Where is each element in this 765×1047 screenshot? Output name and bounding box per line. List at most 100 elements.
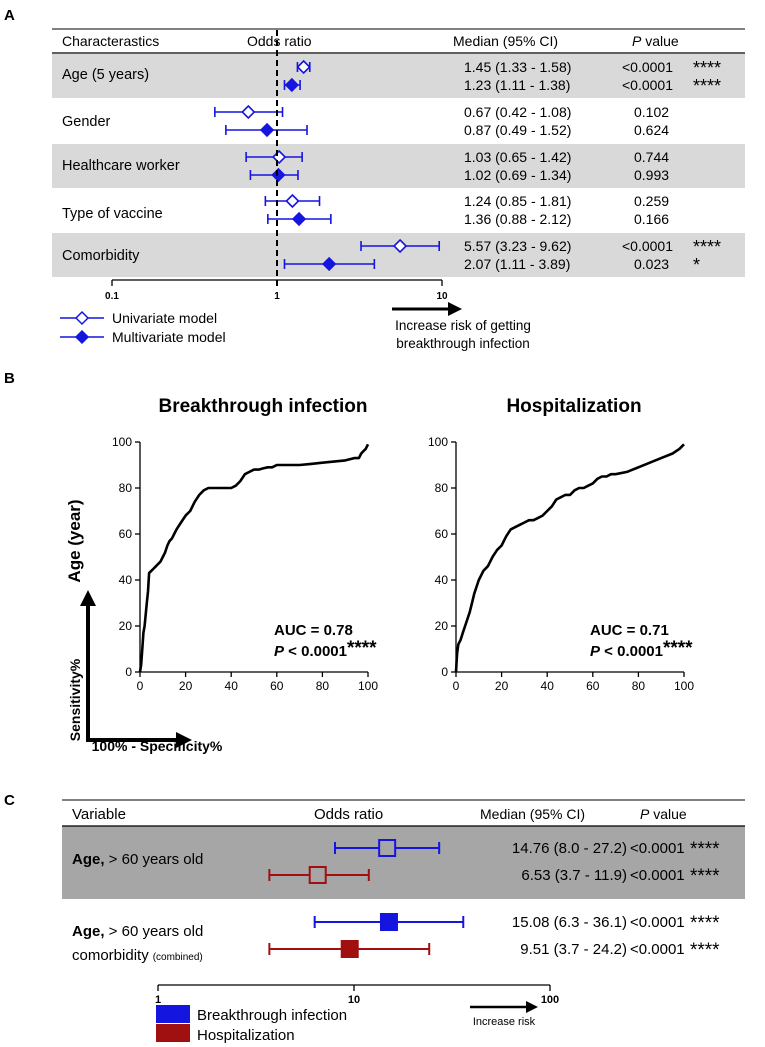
row-shade-age-c <box>62 826 745 899</box>
y-tick-label: 100 <box>428 435 448 449</box>
header-odds-ratio-c: Odds ratio <box>314 806 383 823</box>
header-p-value: P value <box>632 33 679 49</box>
x-tick-label: 80 <box>632 679 646 693</box>
significance-stars: **** <box>690 866 720 887</box>
panel-label-b: B <box>4 370 15 387</box>
filled-square-marker <box>379 913 398 931</box>
pvalue-hospitalization: P < 0.0001**** <box>590 638 693 660</box>
p-value-multivariate: 0.023 <box>634 256 669 272</box>
header-p-value-c: P value <box>640 806 687 822</box>
significance-stars: **** <box>690 940 720 961</box>
significance-stars: **** <box>690 913 720 934</box>
y-tick-label: 60 <box>435 527 449 541</box>
legend-swatch-hospitalization <box>156 1024 190 1042</box>
legend-hospitalization-label: Hospitalization <box>197 1027 295 1044</box>
open-diamond-marker <box>392 238 408 254</box>
p-value: <0.0001 <box>630 840 685 857</box>
auc-breakthrough: AUC = 0.78 <box>274 622 353 639</box>
arrow-label-c: Increase risk <box>473 1016 536 1028</box>
y-axis-title-age: Age (year) <box>65 499 84 582</box>
header-median-c: Median (95% CI) <box>480 806 585 822</box>
p-value-univariate: <0.0001 <box>622 59 673 75</box>
roc-chart-hospitalization: 00 20 20 40 40 60 60 80 80 100 100 <box>428 435 694 693</box>
open-diamond-marker <box>241 104 256 120</box>
legend-filled-diamond-icon <box>74 329 90 345</box>
row-label-age: Age, > 60 years old <box>72 851 203 868</box>
forest-rows-a: Age (5 years) 1.45 (1.33 - 1.58) 1.23 (1.1… <box>62 58 721 275</box>
increase-risk-arrow-icon <box>448 302 462 316</box>
y-tick-label: 80 <box>435 481 449 495</box>
x-ticks-c: 1 10 100 <box>155 985 559 1006</box>
panel-c: C Variable Odds ratio Median (95% CI) P … <box>4 792 745 1044</box>
x-tick-label: 0 <box>453 679 460 693</box>
p-value-multivariate: 0.624 <box>634 122 669 138</box>
median-ci: 15.08 (6.3 - 36.1) <box>512 914 627 931</box>
median-ci-univariate: 0.67 (0.42 - 1.08) <box>464 104 571 120</box>
x-ticks-a: 0.1 1 10 <box>105 280 448 302</box>
roc-title-hospitalization: Hospitalization <box>506 396 641 417</box>
p-value-univariate: <0.0001 <box>622 238 673 254</box>
auc-hospitalization: AUC = 0.71 <box>590 622 669 639</box>
open-diamond-marker <box>296 59 311 75</box>
p-value-multivariate: <0.0001 <box>622 77 673 93</box>
arrow-label-line2: breakthrough infection <box>396 336 530 351</box>
specificity-arrow-icon <box>176 732 192 748</box>
median-ci-univariate: 1.24 (0.85 - 1.81) <box>464 193 571 209</box>
row-label: Healthcare worker <box>62 158 180 174</box>
panel-label-c: C <box>4 792 15 809</box>
roc-chart-breakthrough: 00 20 20 40 40 60 60 80 80 100 100 <box>112 435 378 693</box>
filled-diamond-marker <box>271 167 286 183</box>
panel-b: B Breakthrough infection Hospitalization… <box>4 370 694 754</box>
p-value: <0.0001 <box>630 914 685 931</box>
legend-swatch-breakthrough <box>156 1005 190 1023</box>
median-ci-multivariate: 1.02 (0.69 - 1.34) <box>464 167 571 183</box>
x-tick-label: 60 <box>270 679 284 693</box>
panel-a: A Characterastics Odds ratio Median (95%… <box>4 7 745 351</box>
median-ci-univariate: 1.45 (1.33 - 1.58) <box>464 59 571 75</box>
x-tick-label: 40 <box>225 679 239 693</box>
p-value: <0.0001 <box>630 867 685 884</box>
row-label: Type of vaccine <box>62 206 163 222</box>
y-tick-label: 40 <box>435 573 449 587</box>
y-tick-label: 20 <box>119 619 133 633</box>
open-diamond-marker <box>271 149 287 165</box>
x-tick-label: 100 <box>674 679 694 693</box>
y-tick-label: 20 <box>435 619 449 633</box>
filled-diamond-marker <box>322 256 337 272</box>
significance-stars: **** <box>693 58 721 78</box>
median-ci-multivariate: 0.87 (0.49 - 1.52) <box>464 122 571 138</box>
x-tick-label: 1 <box>274 291 280 302</box>
median-ci-multivariate: 1.36 (0.88 - 2.12) <box>464 211 571 227</box>
header-variable: Variable <box>72 806 126 823</box>
median-ci-multivariate: 1.23 (1.11 - 1.38) <box>464 77 570 93</box>
x-tick-label: 100 <box>358 679 378 693</box>
p-value: <0.0001 <box>630 941 685 958</box>
header-median: Median (95% CI) <box>453 33 558 49</box>
significance-stars: **** <box>693 76 721 96</box>
row-shade-healthcare <box>52 144 745 188</box>
pvalue-breakthrough: P < 0.0001**** <box>274 638 377 660</box>
median-ci-univariate: 5.57 (3.23 - 9.62) <box>464 238 571 254</box>
forest-rows-c: 14.76 (8.0 - 27.2) <0.0001 ****6.53 (3.7 -… <box>268 839 720 961</box>
significance-stars: * <box>693 255 700 275</box>
significance-stars: **** <box>690 839 720 860</box>
open-square-marker <box>308 866 327 884</box>
row-label: Comorbidity <box>62 248 140 264</box>
header-odds-ratio: Odds ratio <box>247 33 312 49</box>
p-value-univariate: 0.259 <box>634 193 669 209</box>
y-tick-label: 0 <box>125 665 132 679</box>
x-tick-label: 10 <box>436 291 448 302</box>
row-label: Gender <box>62 114 111 130</box>
filled-diamond-marker <box>259 122 275 138</box>
row-label-comorbidity: comorbidity (combined) <box>72 947 203 964</box>
row-shade-age <box>52 54 745 98</box>
significance-stars: **** <box>693 237 721 257</box>
x-tick-label: 80 <box>316 679 330 693</box>
y-tick-label: 0 <box>441 665 448 679</box>
x-tick-label: 20 <box>495 679 509 693</box>
filled-diamond-marker <box>284 77 299 93</box>
p-value-univariate: 0.744 <box>634 149 669 165</box>
increase-risk-arrow-icon-c <box>526 1001 538 1013</box>
filled-diamond-marker <box>291 211 307 227</box>
